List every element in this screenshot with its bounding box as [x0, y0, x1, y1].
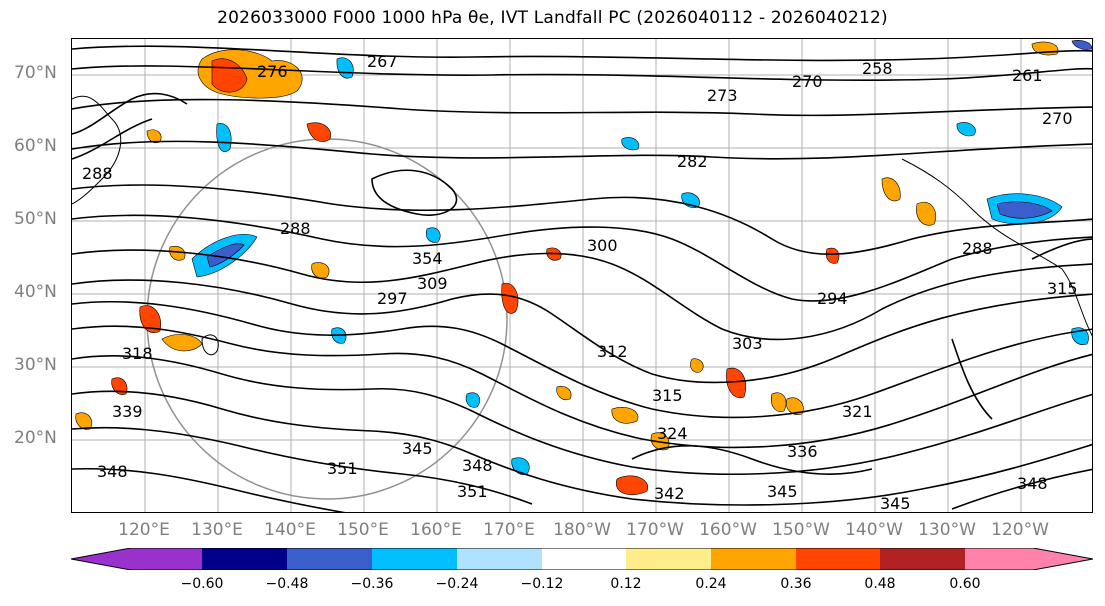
contour-label: 315 — [652, 386, 683, 405]
lon-label: 160°W — [699, 520, 757, 540]
colorbar-tick: 0.60 — [949, 576, 981, 592]
contour-label: 294 — [817, 289, 848, 308]
colorbar-bin — [287, 548, 372, 570]
colorbar-bin — [626, 548, 711, 570]
contour-label: 300 — [587, 236, 618, 255]
contour-label: 348 — [462, 456, 493, 475]
colorbar-tick: −0.60 — [180, 576, 224, 592]
contour-label: 336 — [787, 442, 818, 461]
contour-label: 321 — [842, 402, 873, 421]
colorbar-bin — [880, 548, 965, 570]
lon-label: 130°W — [918, 520, 976, 540]
lon-label: 180°W — [553, 520, 611, 540]
contour-label: 297 — [377, 289, 408, 308]
lat-label: 40°N — [14, 282, 57, 302]
lat-label: 30°N — [14, 355, 57, 375]
colorbar-tick: 0.36 — [780, 576, 812, 592]
contour-label: 345 — [767, 482, 798, 501]
colorbar-tick: −0.48 — [265, 576, 309, 592]
coastlines — [72, 96, 1092, 356]
contour-label: 348 — [1017, 474, 1048, 493]
contour-label: 261 — [1012, 66, 1043, 85]
colorbar — [71, 548, 1093, 570]
contour-labels: 267 276 258 261 273 270 270 282 288 288 … — [82, 52, 1078, 513]
colorbar-tick: 0.48 — [864, 576, 896, 592]
contour-label: 288 — [280, 219, 311, 238]
contour-label: 276 — [257, 62, 288, 81]
colorbar-tick: 0.12 — [610, 576, 642, 592]
contour-label: 273 — [707, 86, 738, 105]
colorbar-bin — [711, 548, 796, 570]
colorbar-bin — [372, 548, 457, 570]
lon-label: 170°W — [626, 520, 684, 540]
contour-label: 318 — [122, 344, 153, 363]
contour-label: 324 — [657, 424, 688, 443]
contour-label: 288 — [962, 239, 993, 258]
lon-label: 130°E — [191, 520, 243, 540]
contour-label: 315 — [1047, 279, 1078, 298]
lon-label: 120°E — [118, 520, 170, 540]
lon-label: 120°W — [991, 520, 1049, 540]
map-panel: 267 276 258 261 273 270 270 282 288 288 … — [71, 38, 1093, 513]
contour-label: 282 — [677, 152, 708, 171]
lon-label: 140°W — [845, 520, 903, 540]
colorbar-extend-max — [965, 548, 1093, 570]
contour-label: 303 — [732, 334, 763, 353]
contour-label: 354 — [412, 249, 443, 268]
lon-label: 170°E — [483, 520, 535, 540]
lat-label: 20°N — [14, 428, 57, 448]
contour-label: 258 — [862, 59, 893, 78]
contour-label: 309 — [417, 274, 448, 293]
contour-label: 267 — [367, 52, 398, 71]
lon-label: 150°W — [772, 520, 830, 540]
colorbar-tick: −0.36 — [350, 576, 394, 592]
contour-label: 270 — [1042, 109, 1073, 128]
colorbar-bin — [542, 548, 626, 570]
lat-label: 60°N — [14, 136, 57, 156]
lon-label: 160°E — [410, 520, 462, 540]
colorbar-bin — [202, 548, 287, 570]
contour-label: 342 — [654, 484, 685, 503]
contour-label: 351 — [327, 459, 358, 478]
contour-label: 312 — [597, 342, 628, 361]
lon-label: 150°E — [337, 520, 389, 540]
map-title: 2026033000 F000 1000 hPa θe, IVT Landfal… — [217, 8, 888, 28]
lon-label: 140°E — [264, 520, 316, 540]
colorbar-tick: −0.24 — [435, 576, 479, 592]
contour-label: 339 — [112, 402, 143, 421]
theta-e-contours — [72, 45, 1092, 512]
contour-label: 345 — [402, 439, 433, 458]
lat-label: 70°N — [14, 63, 57, 83]
contour-label: 351 — [457, 482, 488, 501]
colorbar-tick: −0.12 — [520, 576, 564, 592]
colorbar-extend-min — [71, 548, 202, 570]
reference-circle — [146, 138, 508, 500]
contour-label: 348 — [97, 462, 128, 481]
lat-label: 50°N — [14, 209, 57, 229]
contour-label: 288 — [82, 164, 113, 183]
contour-label: 345 — [880, 494, 911, 513]
colorbar-bin — [457, 548, 542, 570]
colorbar-bin — [796, 548, 880, 570]
contour-label: 270 — [792, 72, 823, 91]
map-canvas: 267 276 258 261 273 270 270 282 288 288 … — [72, 39, 1092, 513]
colorbar-tick: 0.24 — [695, 576, 727, 592]
anomaly-patches — [75, 40, 1092, 495]
